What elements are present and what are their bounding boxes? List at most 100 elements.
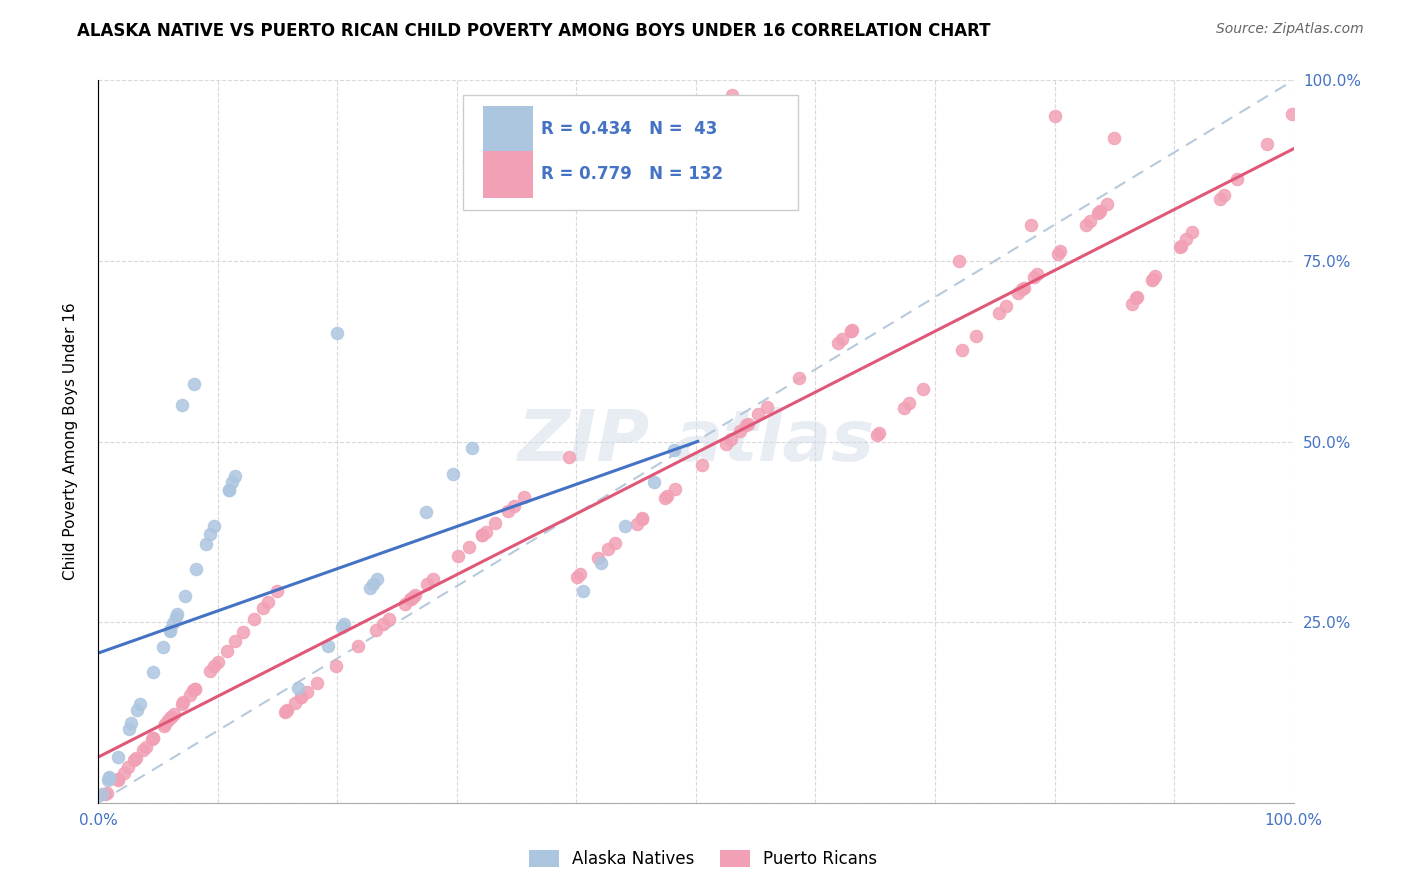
Point <box>897 396 920 410</box>
Point <box>184 562 207 576</box>
Point <box>107 772 129 786</box>
Point <box>290 690 312 704</box>
Point <box>172 398 194 412</box>
Point <box>721 87 744 102</box>
Point <box>1126 290 1149 304</box>
Point <box>107 772 129 787</box>
Point <box>1121 297 1143 311</box>
Point <box>242 612 264 626</box>
Point <box>1012 280 1035 294</box>
Point <box>202 659 225 673</box>
Point <box>218 483 240 497</box>
Point <box>266 583 288 598</box>
Point <box>170 697 193 711</box>
Point <box>461 441 484 455</box>
Point <box>728 424 751 438</box>
Point <box>218 483 240 497</box>
Y-axis label: Child Poverty Among Boys Under 16: Child Poverty Among Boys Under 16 <box>63 302 77 581</box>
Point <box>290 690 312 705</box>
Point <box>1256 136 1278 151</box>
Point <box>107 750 129 764</box>
Point <box>866 427 889 442</box>
Point <box>371 617 394 632</box>
Point <box>422 572 444 586</box>
Text: Source: ZipAtlas.com: Source: ZipAtlas.com <box>1216 22 1364 37</box>
Point <box>97 771 120 785</box>
Point <box>1074 219 1097 233</box>
Point <box>747 408 769 422</box>
Point <box>125 703 148 717</box>
Point <box>377 612 399 626</box>
Point <box>631 511 654 525</box>
Point <box>598 541 620 556</box>
Point <box>112 765 135 780</box>
Legend: Alaska Natives, Puerto Ricans: Alaska Natives, Puerto Ricans <box>522 843 884 875</box>
Point <box>142 665 165 679</box>
Point <box>404 588 426 602</box>
Point <box>1125 291 1147 305</box>
Point <box>159 710 181 724</box>
Point <box>399 591 422 606</box>
Point <box>183 683 205 698</box>
Point <box>200 527 222 541</box>
Point <box>135 739 157 754</box>
Point <box>166 607 188 621</box>
Point <box>256 595 278 609</box>
Point <box>307 675 329 690</box>
Point <box>132 743 155 757</box>
Point <box>613 518 636 533</box>
Point <box>207 655 229 669</box>
Point <box>950 343 973 357</box>
Point <box>827 335 849 350</box>
Point <box>1181 225 1204 239</box>
Point <box>569 567 592 582</box>
Point <box>359 581 381 595</box>
Point <box>471 527 494 541</box>
Point <box>513 490 536 504</box>
Point <box>1043 110 1066 124</box>
Point <box>591 556 613 570</box>
Point <box>117 760 139 774</box>
FancyBboxPatch shape <box>463 95 797 211</box>
Point <box>366 572 388 586</box>
Point <box>1049 244 1071 258</box>
Point <box>173 589 195 603</box>
Point <box>152 718 174 732</box>
Point <box>118 723 141 737</box>
Point <box>1019 218 1042 232</box>
Point <box>316 639 339 653</box>
Point <box>841 323 863 337</box>
Point <box>755 400 778 414</box>
Point <box>737 417 759 431</box>
Point <box>690 458 713 472</box>
Text: R = 0.434   N =  43: R = 0.434 N = 43 <box>541 120 717 138</box>
FancyBboxPatch shape <box>484 151 533 198</box>
Point <box>333 617 356 632</box>
Text: ZIP atlas: ZIP atlas <box>517 407 875 476</box>
Point <box>1144 268 1167 283</box>
Point <box>1088 203 1111 218</box>
Point <box>484 516 506 530</box>
Point <box>141 732 163 747</box>
Point <box>295 685 318 699</box>
Point <box>662 443 685 458</box>
Point <box>1097 196 1119 211</box>
Point <box>366 623 388 637</box>
Point <box>326 326 349 340</box>
Point <box>124 753 146 767</box>
Point <box>128 697 150 711</box>
Point <box>276 704 298 718</box>
Point <box>224 468 246 483</box>
Point <box>1007 285 1029 300</box>
Point <box>142 731 165 746</box>
Point <box>274 705 297 719</box>
Point <box>586 551 609 566</box>
Point <box>91 787 114 801</box>
Point <box>94 788 117 802</box>
Point <box>361 577 384 591</box>
Point <box>558 450 581 464</box>
Point <box>720 432 742 446</box>
Point <box>224 634 246 648</box>
Point <box>839 324 862 338</box>
Point <box>152 640 174 654</box>
